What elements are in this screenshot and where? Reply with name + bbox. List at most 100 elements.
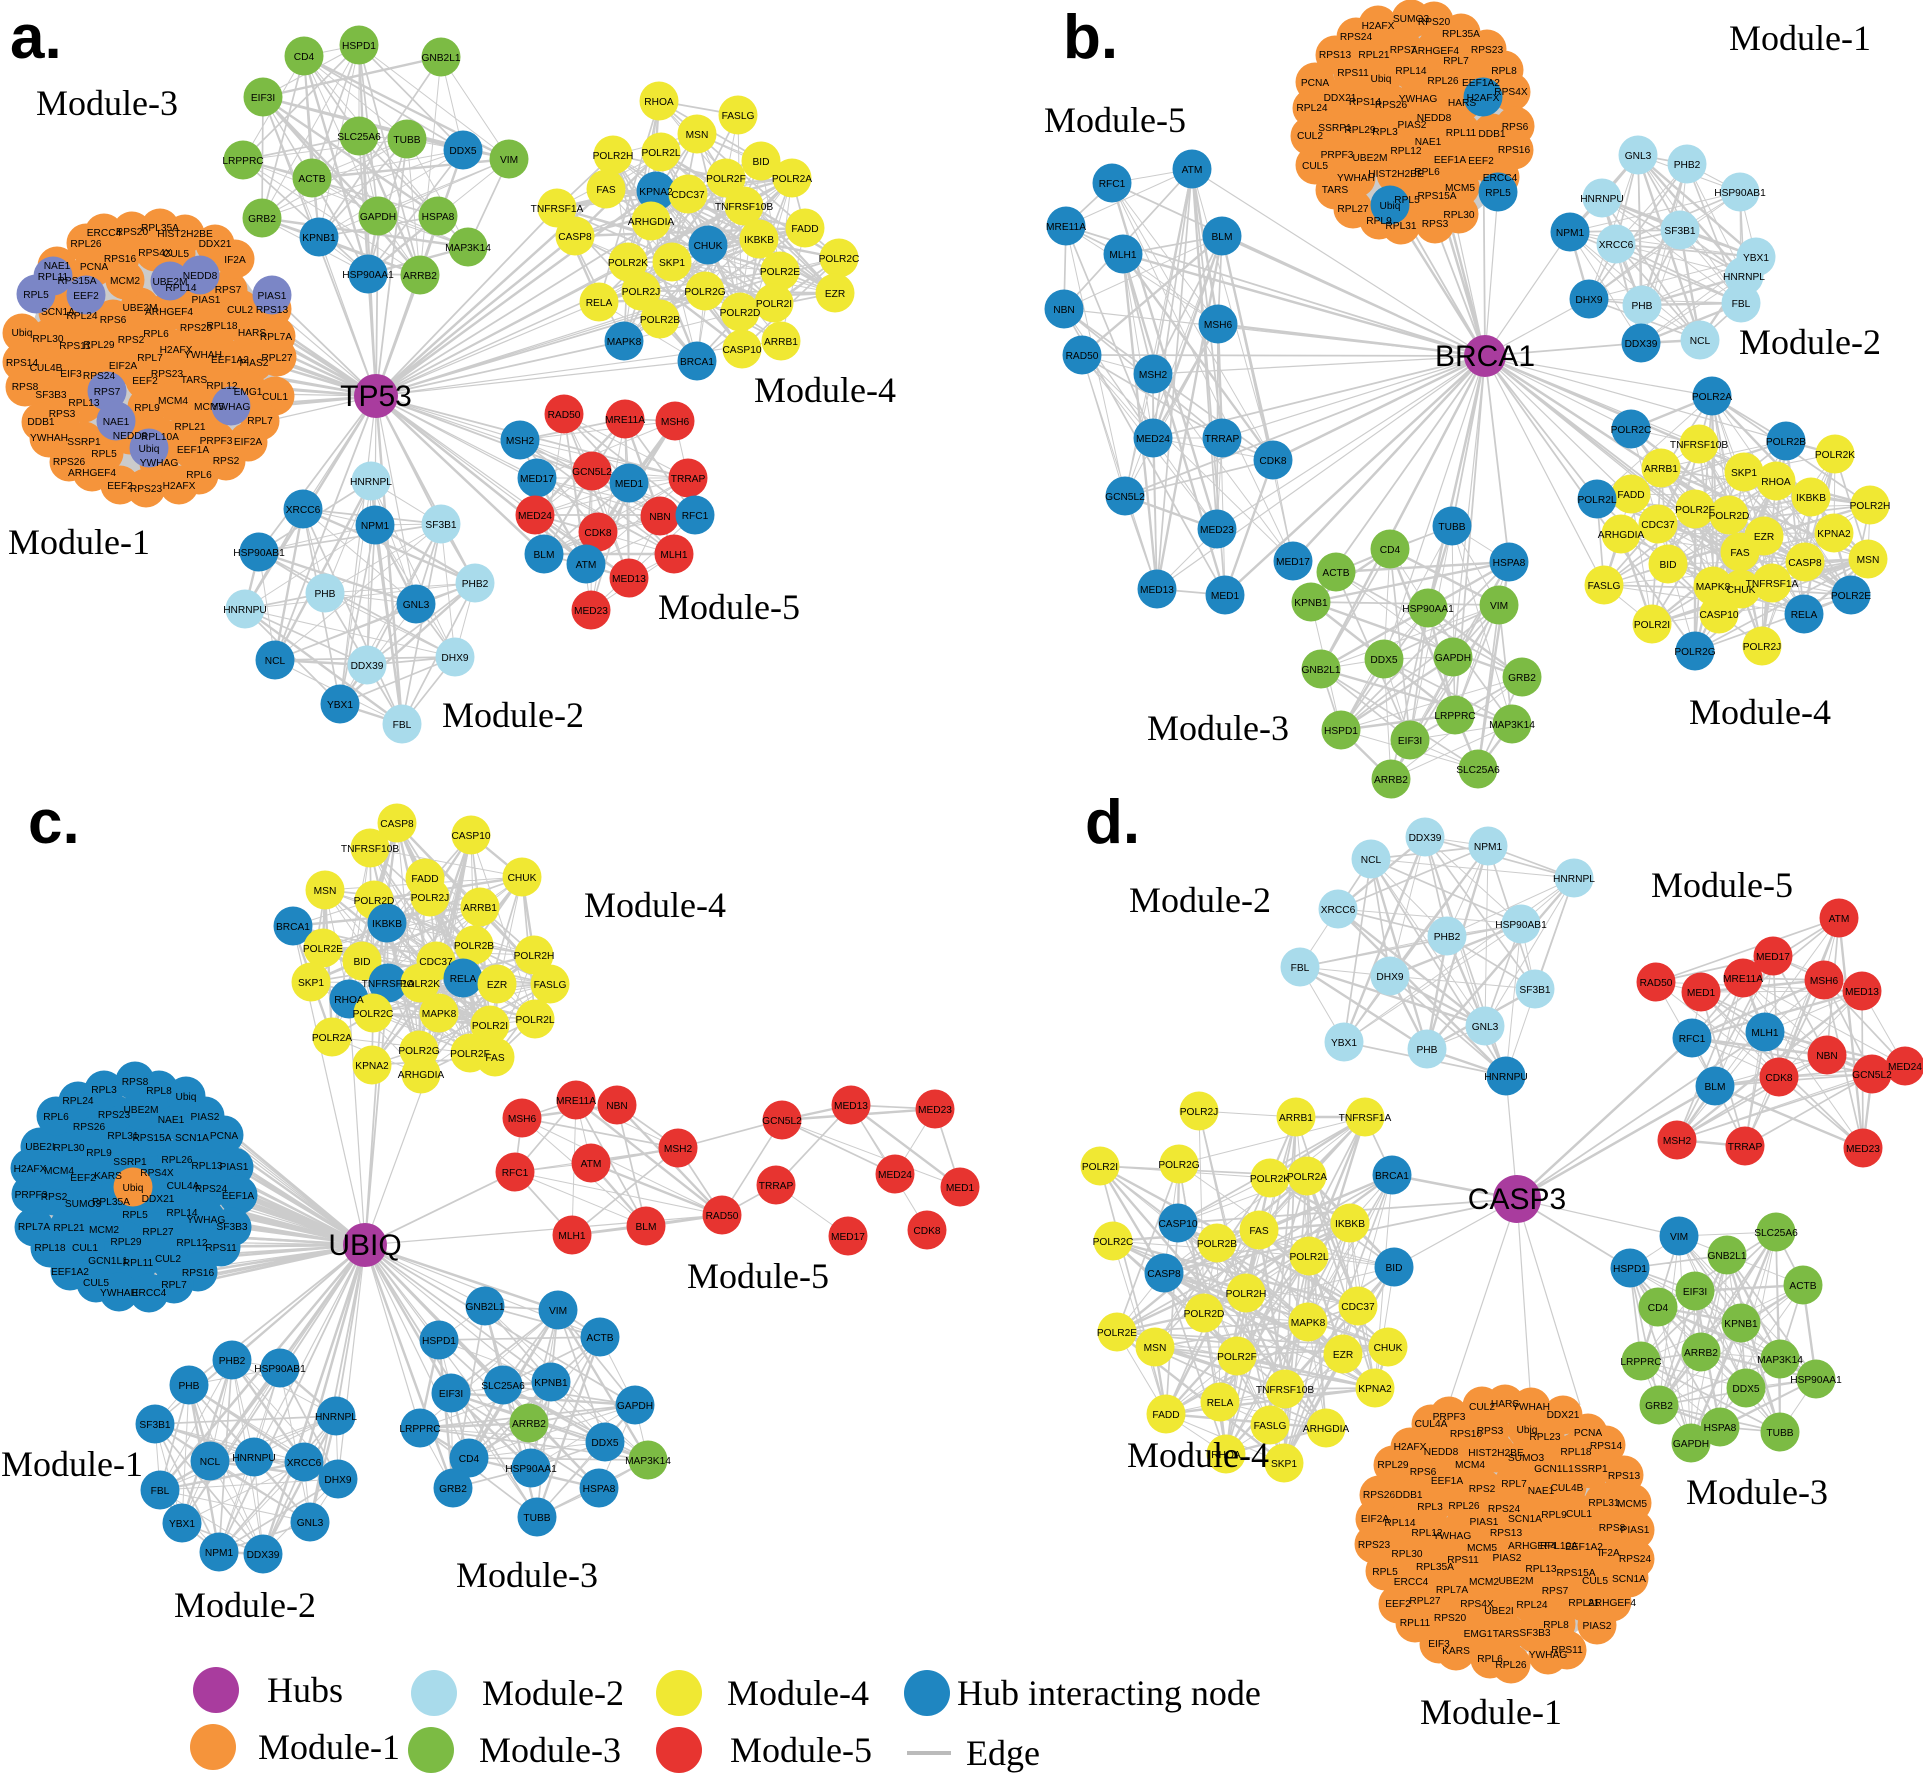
svg-text:SKP1: SKP1 (1731, 468, 1757, 479)
svg-text:RAD50: RAD50 (706, 1211, 739, 1222)
svg-text:EIF3I: EIF3I (439, 1389, 463, 1400)
svg-text:RPL6: RPL6 (186, 470, 212, 481)
svg-text:RPL31: RPL31 (1385, 221, 1416, 232)
svg-text:POLR2K: POLR2K (1815, 450, 1855, 461)
svg-text:Ubiq: Ubiq (12, 328, 33, 339)
svg-text:ARHGEF4: ARHGEF4 (145, 307, 193, 318)
svg-text:MED1: MED1 (1211, 591, 1240, 602)
svg-text:HSPA8: HSPA8 (583, 1484, 616, 1495)
svg-text:RPL5: RPL5 (1372, 1567, 1398, 1578)
svg-text:TNFRSF1A: TNFRSF1A (1339, 1113, 1392, 1124)
svg-text:RFC1: RFC1 (1099, 179, 1126, 190)
svg-text:KPNA2: KPNA2 (1358, 1384, 1392, 1395)
svg-text:ARHGEF4: ARHGEF4 (1411, 46, 1459, 57)
svg-text:BRCA1: BRCA1 (1435, 340, 1535, 373)
svg-text:CASP10: CASP10 (1699, 610, 1738, 621)
svg-text:RPS6: RPS6 (1410, 1467, 1437, 1478)
svg-text:YWHAH: YWHAH (184, 350, 222, 361)
svg-text:RPL30: RPL30 (1443, 210, 1474, 221)
svg-text:EEF1A: EEF1A (1431, 1476, 1463, 1487)
svg-text:RPS8: RPS8 (122, 1077, 149, 1088)
svg-text:FASLG: FASLG (534, 980, 567, 991)
svg-text:RPS14: RPS14 (6, 358, 39, 369)
svg-text:Ubiq: Ubiq (139, 444, 160, 455)
svg-text:MED17: MED17 (1276, 557, 1310, 568)
svg-text:SLC25A6: SLC25A6 (481, 1381, 525, 1392)
svg-text:PRPF3: PRPF3 (15, 1190, 48, 1201)
svg-text:RPS4X: RPS4X (140, 1168, 174, 1179)
svg-text:DDX39: DDX39 (351, 661, 384, 672)
svg-text:GNL3: GNL3 (403, 600, 430, 611)
svg-text:RPL35A: RPL35A (1416, 1562, 1454, 1573)
svg-text:SF3B3: SF3B3 (216, 1222, 247, 1233)
svg-text:RPL27: RPL27 (1337, 204, 1368, 215)
svg-text:RPS26: RPS26 (1363, 1490, 1396, 1501)
svg-text:Module-2: Module-2 (1129, 880, 1271, 920)
svg-text:RHOA: RHOA (334, 995, 364, 1006)
svg-text:XRCC6: XRCC6 (286, 505, 321, 516)
svg-text:YWHAG: YWHAG (212, 402, 251, 413)
svg-text:POLR2J: POLR2J (622, 287, 661, 298)
svg-text:SF3B3: SF3B3 (1519, 1628, 1550, 1639)
svg-text:NBN: NBN (606, 1101, 628, 1112)
svg-text:RPL21: RPL21 (174, 422, 205, 433)
svg-text:CASP8: CASP8 (1147, 1269, 1181, 1280)
svg-text:POLR2F: POLR2F (706, 174, 746, 185)
svg-text:NCL: NCL (1361, 855, 1382, 866)
svg-text:RPL18: RPL18 (206, 321, 237, 332)
svg-text:HSP90AA1: HSP90AA1 (342, 270, 394, 281)
svg-text:MSN: MSN (686, 130, 709, 141)
svg-text:SLC25A6: SLC25A6 (1754, 1228, 1798, 1239)
svg-text:RPS15A: RPS15A (57, 276, 96, 287)
svg-text:RPL29: RPL29 (1377, 1460, 1408, 1471)
svg-text:TRRAP: TRRAP (1205, 434, 1240, 445)
svg-text:RFC1: RFC1 (1679, 1034, 1706, 1045)
svg-text:IKBKB: IKBKB (1796, 493, 1826, 504)
svg-text:MED17: MED17 (1756, 952, 1790, 963)
svg-text:HARS: HARS (1448, 98, 1477, 109)
svg-text:YWHAH: YWHAH (1512, 1402, 1550, 1413)
svg-text:ARHGDIA: ARHGDIA (1303, 1424, 1350, 1435)
svg-text:RPL13: RPL13 (68, 398, 99, 409)
svg-text:MLH1: MLH1 (1109, 250, 1137, 261)
svg-text:MCM2: MCM2 (89, 1225, 119, 1236)
svg-text:RPS24: RPS24 (1488, 1504, 1521, 1515)
svg-text:MCM5: MCM5 (1467, 1543, 1497, 1554)
svg-text:RPL5: RPL5 (23, 290, 49, 301)
svg-text:RPL35A: RPL35A (1442, 29, 1480, 40)
svg-text:MCM4: MCM4 (1455, 1460, 1485, 1471)
svg-text:RPS15A: RPS15A (132, 1133, 171, 1144)
svg-text:EZR: EZR (825, 289, 845, 300)
svg-text:DDX21: DDX21 (1547, 1410, 1580, 1421)
svg-text:RPS11: RPS11 (59, 341, 91, 352)
svg-text:DHX9: DHX9 (1376, 972, 1404, 983)
svg-text:MED24: MED24 (1888, 1062, 1922, 1073)
svg-text:RPL35A: RPL35A (141, 223, 179, 234)
svg-text:TNFRSF1A: TNFRSF1A (362, 979, 415, 990)
svg-text:POLR2H: POLR2H (593, 151, 634, 162)
svg-text:H2AFX: H2AFX (14, 1164, 47, 1175)
svg-text:CASP10: CASP10 (451, 831, 490, 842)
svg-text:EZR: EZR (487, 980, 507, 991)
svg-text:POLR2K: POLR2K (400, 979, 440, 990)
svg-text:UBIQ: UBIQ (328, 1229, 401, 1262)
svg-text:RPL24: RPL24 (1516, 1600, 1547, 1611)
svg-text:ERCC4: ERCC4 (87, 228, 122, 239)
svg-text:RPL30: RPL30 (32, 334, 63, 345)
svg-text:SLC25A6: SLC25A6 (1456, 765, 1500, 776)
svg-text:MAP3K14: MAP3K14 (1757, 1355, 1803, 1366)
svg-text:Module-3: Module-3 (479, 1730, 621, 1770)
svg-text:HSPD1: HSPD1 (342, 41, 376, 52)
svg-text:BLM: BLM (636, 1222, 657, 1233)
svg-text:Module-1: Module-1 (1420, 1692, 1562, 1732)
svg-text:POLR2L: POLR2L (1577, 495, 1616, 506)
svg-text:YBX1: YBX1 (327, 700, 353, 711)
svg-text:TNFRSF1A: TNFRSF1A (1746, 579, 1799, 590)
svg-text:POLR2E: POLR2E (303, 944, 343, 955)
svg-text:ARHGEF4: ARHGEF4 (1588, 1598, 1636, 1609)
svg-text:ERCC4: ERCC4 (132, 1288, 167, 1299)
svg-text:EIF2A: EIF2A (109, 361, 138, 372)
svg-text:KPNA2: KPNA2 (639, 187, 673, 198)
svg-text:VIM: VIM (1490, 601, 1508, 612)
svg-text:POLR2I: POLR2I (1634, 620, 1670, 631)
